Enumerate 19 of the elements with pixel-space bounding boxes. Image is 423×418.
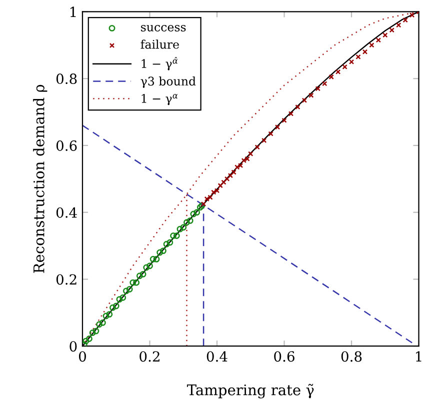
x-axis-title: Tampering rate γ̃ bbox=[186, 384, 314, 398]
y-tick-label: 0.8 bbox=[56, 74, 77, 84]
x-tick-label: 0 bbox=[78, 351, 86, 362]
x-tick-label: 0.8 bbox=[341, 351, 362, 362]
y-tick-label: 0.6 bbox=[56, 140, 77, 151]
x-tick-label: 1 bbox=[416, 351, 422, 362]
y-tick-label: 0.4 bbox=[56, 207, 77, 218]
y-tick-label: 0.2 bbox=[56, 274, 76, 285]
legend-label: success bbox=[140, 25, 186, 32]
x-tick-label: 0.2 bbox=[140, 351, 160, 362]
legend-label: 1 − γ$^{α̂}$ bbox=[142, 56, 178, 70]
x-tick-label: 0.6 bbox=[274, 351, 294, 362]
y-tick-label: 1 bbox=[70, 6, 76, 17]
legend-label: γ3 bound bbox=[140, 76, 196, 88]
legend-label: failure bbox=[140, 40, 179, 49]
x-tick-label: 0.4 bbox=[206, 351, 228, 362]
y-axis-title: Reconstruction demand ρ bbox=[33, 84, 48, 273]
y-tick-label: 0 bbox=[70, 341, 77, 352]
legend-label: 1 − γ$^{α}$ bbox=[142, 94, 178, 106]
